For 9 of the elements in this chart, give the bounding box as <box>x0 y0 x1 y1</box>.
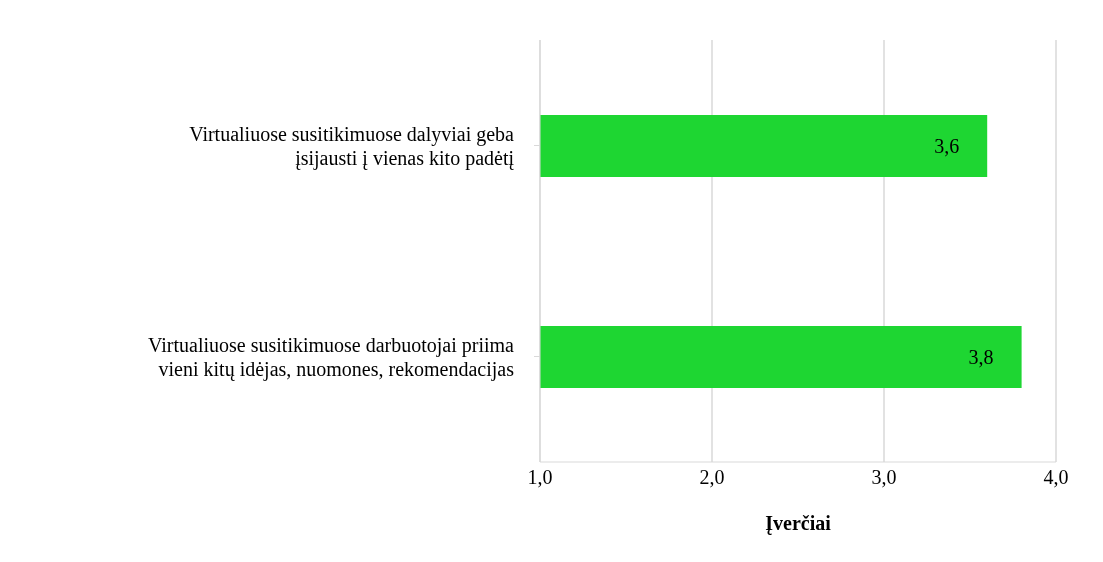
x-tick-label: 3,0 <box>871 466 897 489</box>
x-axis-title: Įverčiai <box>765 512 832 535</box>
y-tick-label: Virtualiuose susitikimuose dalyviai geba įsijausti į vienas kito padėtį <box>189 122 515 170</box>
data-label: 3,8 <box>968 346 994 369</box>
data-label: 3,6 <box>934 135 960 158</box>
x-tick-label: 4,0 <box>1043 466 1069 489</box>
x-tick-label: 1,0 <box>527 466 553 489</box>
y-tick-label: Virtualiuose susitikimuose darbuotojai priima vieni kitų idėjas, nuomones, rekomendacijas <box>148 333 515 381</box>
x-tick-label: 2,0 <box>699 466 725 489</box>
